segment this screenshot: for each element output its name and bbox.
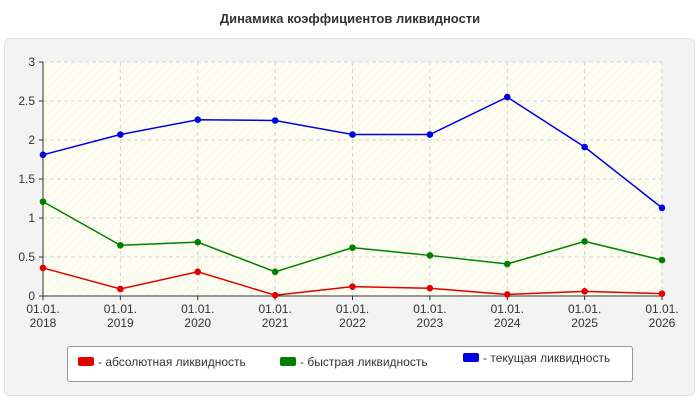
- x-tick-label-year: 2021: [262, 316, 289, 330]
- x-tick-label-year: 2023: [417, 316, 444, 330]
- x-tick-label-day: 01.01.: [645, 302, 678, 316]
- legend-swatch-current: [463, 353, 479, 363]
- x-tick-label-year: 2020: [184, 316, 211, 330]
- data-point-current: [581, 143, 588, 151]
- data-point-quick: [194, 238, 202, 246]
- y-tick-label: 0: [28, 289, 35, 303]
- gridlines: [43, 61, 663, 296]
- x-tick-label-day: 01.01.: [413, 302, 446, 316]
- data-point-absolute: [117, 285, 124, 293]
- x-tick-label-day: 01.01.: [104, 302, 137, 316]
- data-point-quick: [426, 252, 434, 259]
- x-tick-label-year: 2026: [649, 316, 676, 330]
- x-axis-ticks: 01.01.201801.01.201901.01.202001.01.2021…: [26, 296, 679, 330]
- data-point-current: [349, 131, 356, 138]
- x-tick-label-day: 01.01.: [258, 302, 291, 316]
- y-tick-label: 2: [28, 133, 35, 147]
- y-tick-label: 1: [28, 211, 35, 225]
- data-point-absolute: [194, 268, 202, 276]
- x-tick-label-day: 01.01.: [181, 302, 214, 316]
- data-point-quick: [39, 198, 47, 205]
- x-tick-label-day: 01.01.: [26, 302, 59, 316]
- legend-label-absolute: - абсолютная ликвидность: [98, 355, 246, 369]
- chart-title: Динамика коэффициентов ликвидности: [219, 11, 481, 26]
- legend-swatch-quick: [280, 357, 296, 367]
- data-point-absolute: [581, 288, 588, 295]
- data-point-quick: [349, 244, 356, 251]
- data-point-quick: [117, 242, 124, 249]
- data-point-current: [194, 116, 202, 124]
- legend-label-current: - текущая ликвидность: [483, 351, 611, 365]
- data-point-quick: [271, 268, 279, 276]
- y-tick-label: 0.5: [18, 250, 35, 264]
- data-point-current: [503, 93, 511, 101]
- data-point-absolute: [39, 264, 47, 272]
- y-tick-label: 1.5: [18, 172, 35, 186]
- legend-item-absolute: - абсолютная ликвидность: [78, 355, 246, 369]
- data-point-absolute: [426, 284, 434, 292]
- data-point-current: [271, 117, 279, 124]
- data-point-absolute: [271, 291, 279, 299]
- data-point-quick: [581, 238, 588, 245]
- legend-item-quick: - быстрая ликвидность: [280, 355, 428, 369]
- y-axis-ticks: 0 0.5 1 1.5 2 2.5 3: [18, 55, 43, 303]
- x-tick-label-day: 01.01.: [568, 302, 601, 316]
- data-point-current: [658, 204, 666, 212]
- data-point-current: [39, 151, 47, 159]
- data-point-quick: [503, 260, 511, 268]
- x-tick-label-day: 01.01.: [491, 302, 524, 316]
- legend: - абсолютная ликвидность - быстрая ликви…: [67, 346, 633, 382]
- legend-label-quick: - быстрая ликвидность: [300, 355, 428, 369]
- legend-swatch-absolute: [78, 357, 94, 367]
- y-tick-label: 2.5: [18, 94, 35, 108]
- x-tick-label-year: 2022: [339, 316, 366, 330]
- data-point-quick: [658, 256, 666, 264]
- series-group: [39, 93, 666, 299]
- y-tick-label: 3: [28, 55, 35, 69]
- x-tick-label-year: 2019: [107, 316, 134, 330]
- data-point-absolute: [658, 290, 666, 297]
- x-tick-label-year: 2018: [30, 316, 57, 330]
- x-tick-label-year: 2024: [494, 316, 521, 330]
- data-point-current: [426, 131, 434, 138]
- x-tick-label-day: 01.01.: [336, 302, 369, 316]
- legend-item-current: - текущая ликвидность: [463, 351, 610, 365]
- data-point-absolute: [503, 291, 511, 298]
- x-tick-label-year: 2025: [571, 316, 598, 330]
- data-point-absolute: [349, 283, 356, 290]
- data-point-current: [117, 131, 124, 138]
